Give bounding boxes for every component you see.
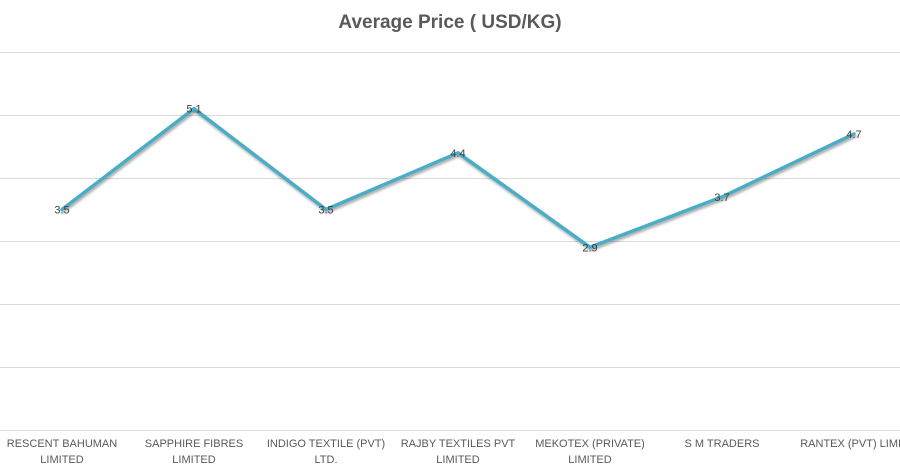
data-label: 4.7 xyxy=(846,129,861,141)
x-tick-label: MEKOTEX (PRIVATE) LIMITED xyxy=(535,438,645,466)
data-label: 4.4 xyxy=(450,148,465,160)
x-tick-label: RAJBY TEXTILES PVT LIMITED xyxy=(400,438,516,466)
chart-title: Average Price ( USD/KG) xyxy=(338,12,562,33)
x-tick-label: INDIGO TEXTILE (PVT) LTD. xyxy=(266,438,386,466)
series-line xyxy=(60,106,856,250)
data-label: 3.5 xyxy=(318,205,333,217)
data-label: 3.5 xyxy=(54,205,69,217)
data-label: 5.1 xyxy=(186,104,201,116)
x-tick-label: RESCENT BAHUMAN LIMITED xyxy=(6,438,118,466)
x-tick-label: SAPPHIRE FIBRES LIMITED xyxy=(144,438,244,466)
x-tick-label: RANTEX (PVT) LIMIT xyxy=(800,438,900,450)
data-label: 3.7 xyxy=(714,192,729,204)
data-label: 2.9 xyxy=(582,242,597,254)
x-tick-label: S M TRADERS xyxy=(684,438,760,450)
